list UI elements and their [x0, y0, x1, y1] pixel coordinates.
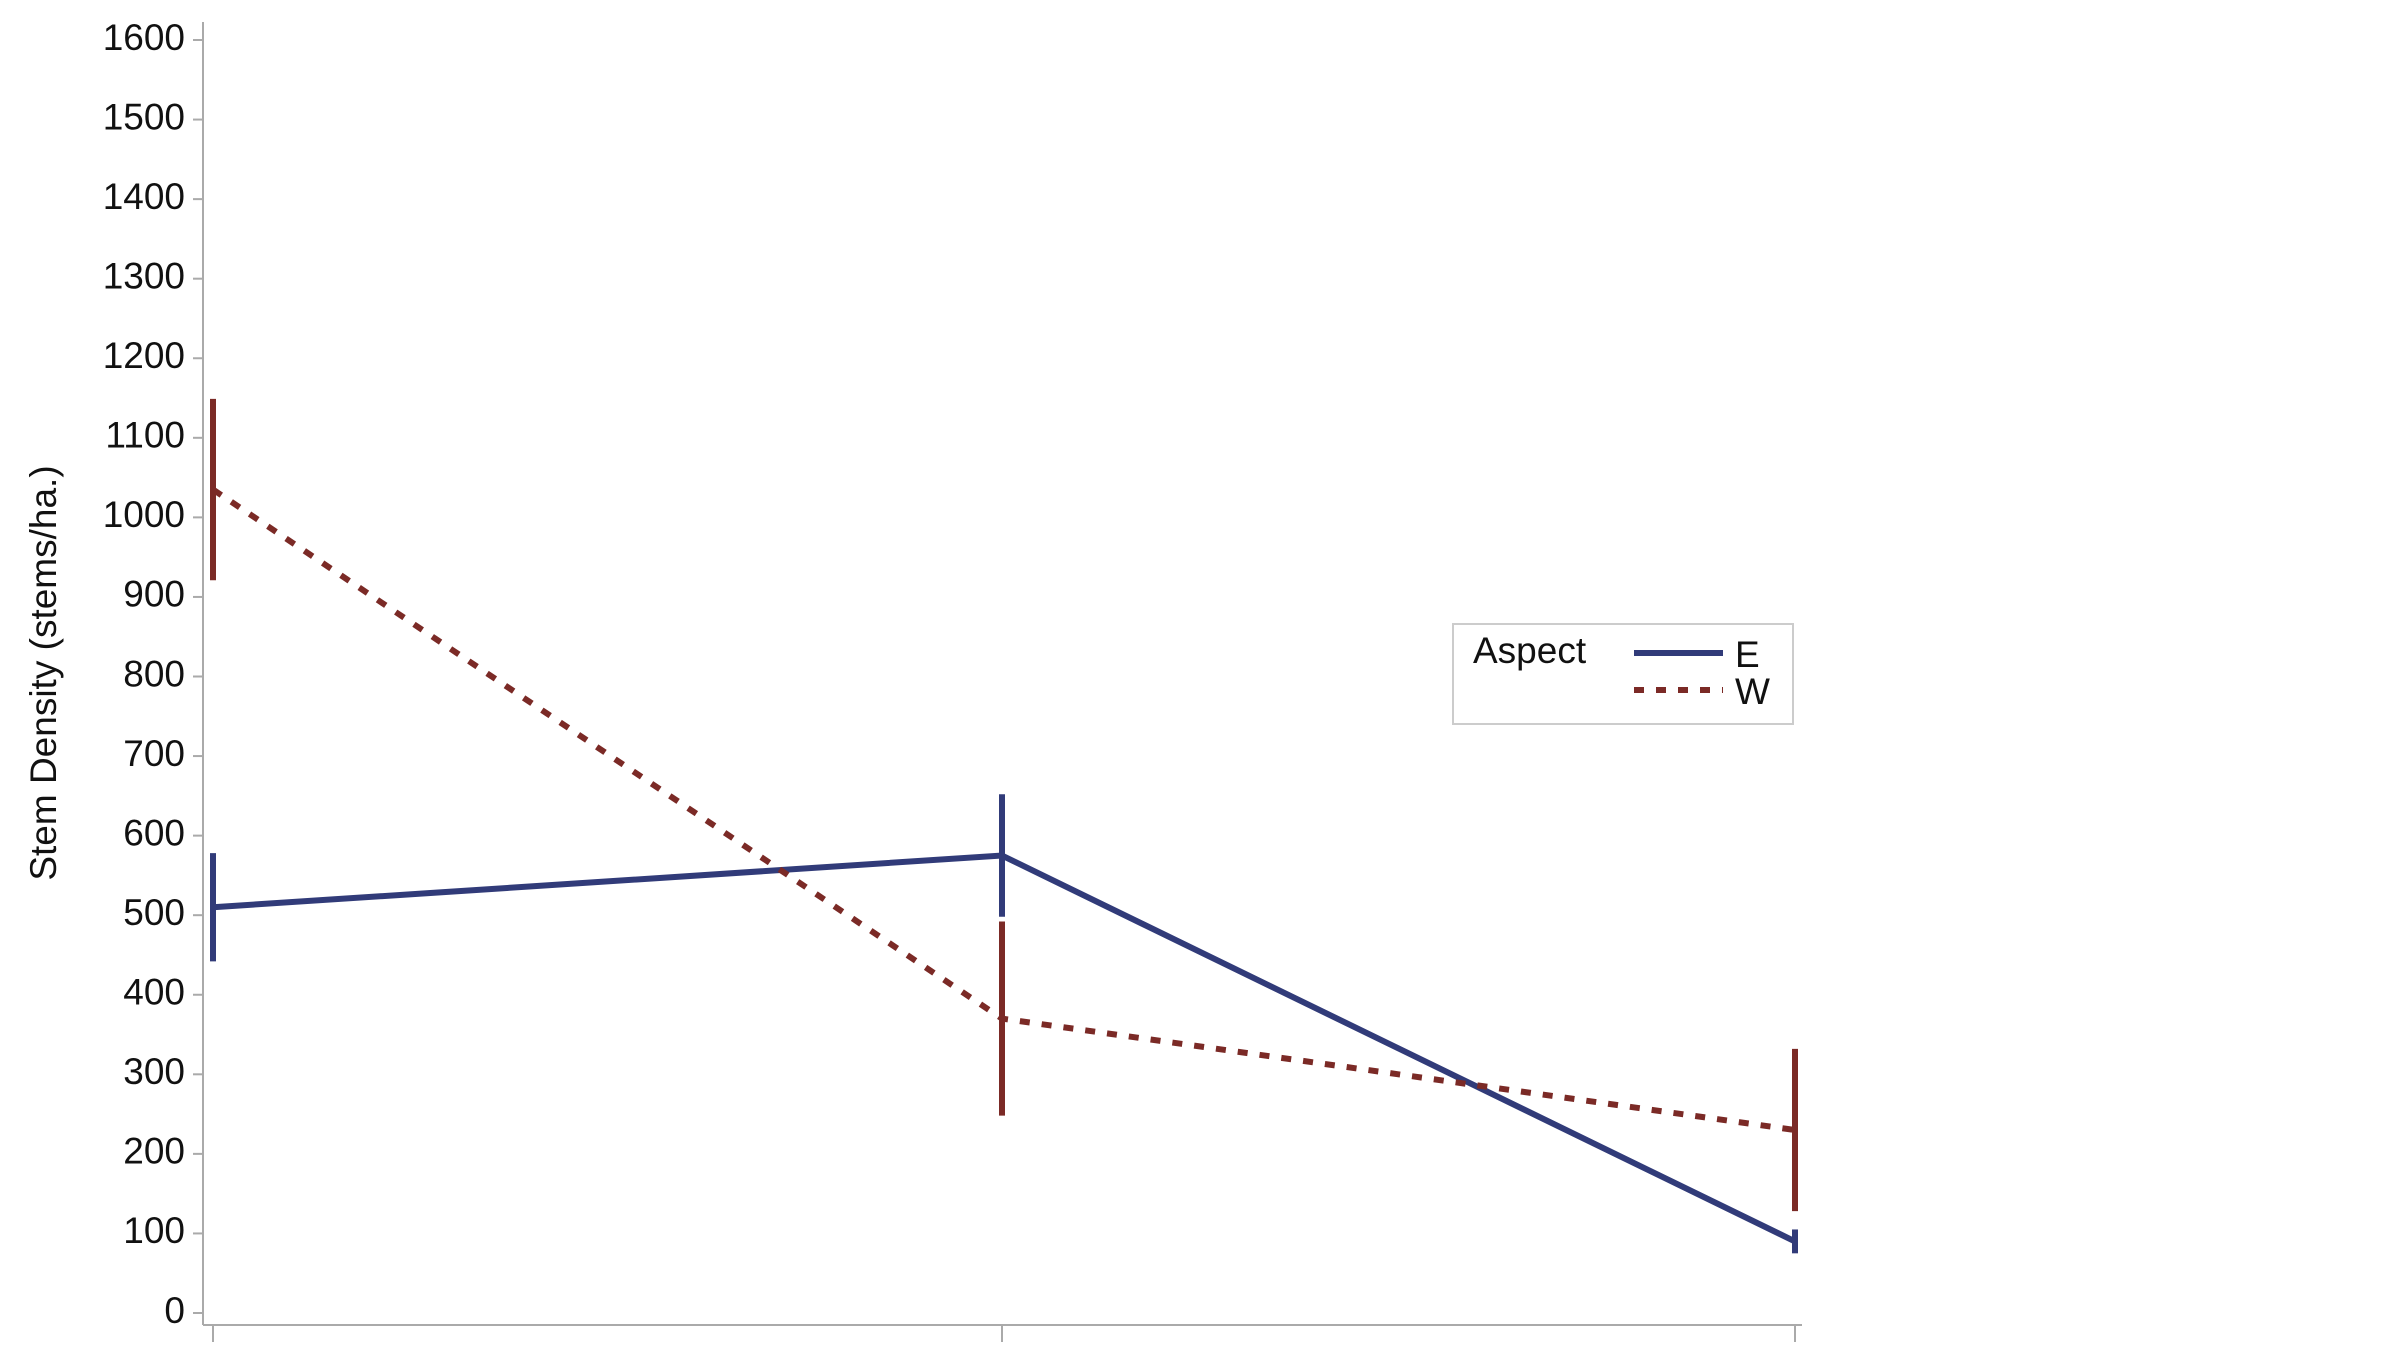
y-tick-label: 0 — [164, 1290, 185, 1331]
y-tick-label: 300 — [123, 1051, 185, 1092]
legend: Aspect — [1452, 623, 1794, 725]
y-tick-label: 1100 — [105, 415, 185, 456]
legend-label: W — [1735, 671, 1770, 712]
y-tick-label: 100 — [123, 1210, 185, 1251]
y-tick-label: 200 — [123, 1131, 185, 1172]
legend-label: E — [1735, 634, 1760, 675]
legend-box — [1452, 623, 1794, 725]
y-tick-label: 400 — [123, 972, 185, 1013]
y-tick-label: 700 — [123, 733, 185, 774]
y-tick-label: 1200 — [103, 335, 185, 376]
y-axis-label: Stem Density (stems/ha.) — [23, 465, 64, 880]
y-tick-label: 1000 — [103, 494, 185, 535]
y-tick-label: 1500 — [103, 96, 185, 137]
y-tick-label: 900 — [123, 574, 185, 615]
y-tick-label: 600 — [123, 812, 185, 853]
y-tick-label: 1400 — [103, 176, 185, 217]
y-tick-label: 1600 — [103, 17, 185, 58]
y-tick-label: 500 — [123, 892, 185, 933]
legend-title: Aspect — [1473, 630, 1587, 671]
y-tick-label: 800 — [123, 653, 185, 694]
y-tick-label: 1300 — [103, 255, 185, 296]
